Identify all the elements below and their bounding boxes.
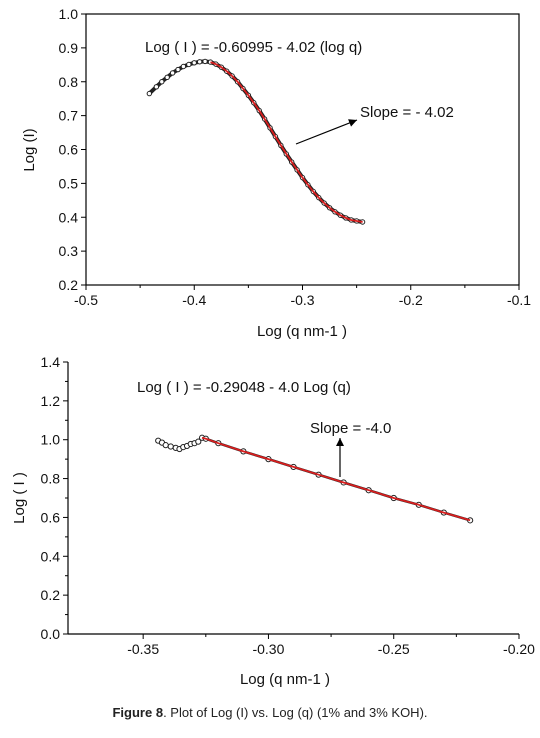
chart-bottom-data-point [162,442,169,449]
chart-top-y-tick-label: 0.4 [59,209,79,225]
chart-top-data-point [159,79,165,85]
chart-top-data-point [153,84,160,90]
chart-top-data-point [169,70,176,76]
figure-caption-label: Figure 8 [112,705,164,720]
chart-bottom-slope-label: Slope = -4.0 [310,420,391,437]
chart-bottom-y-tick-label: 1.0 [41,432,61,448]
chart-top-data-point [202,58,208,65]
chart-bottom-data-series [156,436,472,522]
chart-top-data-point [175,66,181,73]
chart-top-data-point [186,61,192,68]
chart-top-plot-area: 0.2 0.3 0.4 0.5 0.6 0.7 0.8 0.9 1.0 -0.5 -0.4 -0.3 -… [59,6,532,308]
chart-top-y-tick-label: 0.9 [59,40,79,56]
chart-bottom-equation: Log ( I ) = -0.29048 - 4.0 Log (q) [137,379,351,396]
chart-top-data-point [196,59,203,65]
chart-bottom-x-tick-label: -0.35 [127,641,159,657]
chart-top-y-axis-title: Log (I) [21,128,38,171]
chart-top-data-point [164,74,170,81]
chart-bottom-y-tick-label: 0.2 [41,587,61,603]
chart-bottom-y-axis-title: Log ( I ) [11,472,28,524]
chart-bottom-x-tick-label: -0.30 [252,641,284,657]
chart-top-x-tick-label: -0.3 [290,292,314,308]
chart-top-x-tick-label: -0.5 [74,292,98,308]
chart-top-slope-label: Slope = - 4.02 [360,104,454,121]
chart-bottom-plot-area: 0.0 0.2 0.4 0.6 0.8 1.0 1.2 1.4 -0.35 -0.30 -0.25 -… [41,354,536,657]
chart-top-y-tick-label: 0.7 [59,108,79,124]
chart-top-data-point [180,63,187,70]
chart-bottom-y-tick-label: 0.4 [41,548,61,564]
chart-bottom-y-tick-label: 0.0 [41,626,61,642]
chart-bottom-data-point [195,438,202,445]
chart-top-equation: Log ( I ) = -0.60995 - 4.02 (log q) [145,39,362,56]
chart-top: 0.2 0.3 0.4 0.5 0.6 0.7 0.8 0.9 1.0 -0.5 -0.4 -0.3 -… [21,6,532,340]
chart-bottom: 0.0 0.2 0.4 0.6 0.8 1.0 1.2 1.4 -0.35 -0.30 -0.25 -… [11,354,536,688]
chart-top-x-axis-title: Log (q nm-1 ) [257,323,347,340]
chart-bottom-x-tick-label: -0.25 [378,641,410,657]
chart-bottom-y-tick-label: 0.6 [41,509,61,525]
chart-top-y-tick-label: 1.0 [59,6,79,22]
chart-top-data-point [146,90,153,97]
chart-bottom-x-axis-title: Log (q nm-1 ) [240,671,330,688]
chart-top-slope-arrow-head [348,119,357,127]
chart-top-y-tick-label: 0.2 [59,277,79,293]
chart-top-data-point [191,60,197,66]
chart-top-data-series [147,59,365,224]
chart-bottom-y-tick-label: 1.4 [41,354,61,370]
figure-caption-text: . Plot of Log (I) vs. Log (q) (1% and 3%… [163,705,428,720]
chart-top-y-tick-label: 0.3 [59,243,79,259]
chart-top-fit-line [210,61,363,223]
chart-bottom-y-tick-label: 0.8 [41,471,61,487]
chart-top-y-tick-label: 0.5 [59,175,79,191]
chart-top-x-tick-label: -0.2 [399,292,423,308]
chart-bottom-x-tick-label: -0.20 [503,641,535,657]
chart-top-y-tick-label: 0.6 [59,142,79,158]
chart-bottom-fit-line [201,436,471,522]
chart-top-x-tick-label: -0.1 [507,292,531,308]
chart-top-slope-arrow [295,119,358,145]
chart-top-y-tick-label: 0.8 [59,74,79,90]
figure-caption: Figure 8. Plot of Log (I) vs. Log (q) (1… [0,705,540,720]
chart-bottom-y-tick-label: 1.2 [41,393,61,409]
chart-top-x-tick-label: -0.4 [182,292,206,308]
chart-bottom-data-point [167,443,174,450]
chart-bottom-slope-arrow-head [336,438,344,446]
